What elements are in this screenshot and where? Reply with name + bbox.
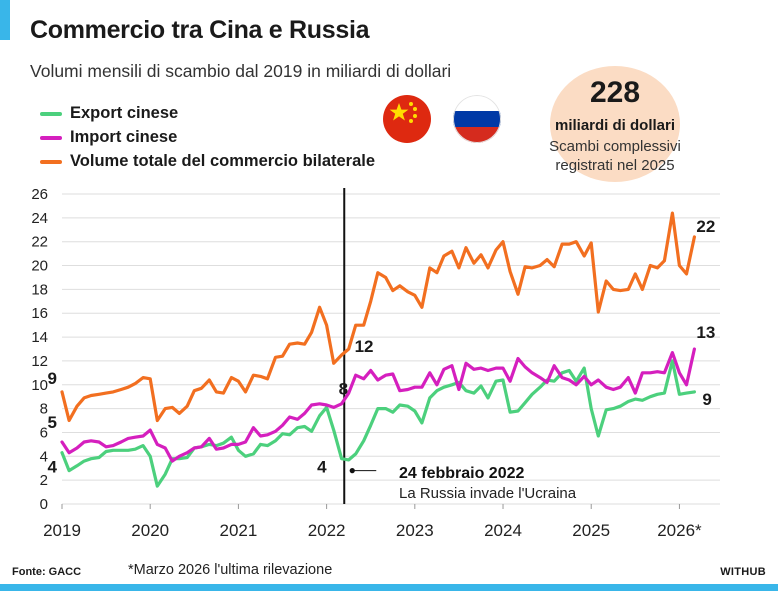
legend-swatch-import (40, 136, 62, 140)
y-tick-label-10: 10 (31, 377, 48, 394)
x-tick-label-2026: 2026* (657, 521, 702, 540)
legend-item-total: Volume totale del commercio bilaterale (40, 150, 375, 174)
legend-swatch-total (40, 160, 62, 164)
data-label-3: 12 (355, 337, 374, 356)
data-label-8: 9 (702, 390, 711, 409)
legend-item-export: Export cinese (40, 102, 375, 126)
total-value: 228 (589, 76, 641, 109)
footnote: *Marzo 2026 l'ultima rilevazione (128, 562, 333, 578)
data-label-4: 8 (339, 379, 348, 398)
series-line-0 (60, 359, 696, 488)
x-tick-label-2019: 2019 (43, 521, 81, 540)
y-tick-label-0: 0 (40, 496, 48, 513)
y-tick-label-20: 20 (31, 258, 48, 275)
x-tick-label-2022: 2022 (308, 521, 346, 540)
brand-logo: WITHUB (720, 566, 766, 578)
data-label-7: 13 (696, 323, 715, 342)
china-flag-icon (383, 95, 431, 143)
legend-label-total: Volume totale del commercio bilaterale (70, 152, 376, 170)
total-unit: miliardi di dollari (554, 117, 676, 134)
y-tick-label-8: 8 (40, 401, 48, 418)
x-tick-label-2023: 2023 (396, 521, 434, 540)
y-tick-label-14: 14 (31, 329, 48, 346)
data-label-1: 5 (48, 413, 57, 432)
russia-flag-icon (453, 95, 501, 143)
legend-label-import: Import cinese (70, 128, 178, 146)
y-tick-label-6: 6 (40, 424, 48, 441)
y-tick-label-24: 24 (31, 210, 48, 227)
data-label-0: 9 (48, 369, 57, 388)
y-tick-label-12: 12 (31, 353, 48, 370)
x-tick-label-2020: 2020 (131, 521, 169, 540)
legend-item-import: Import cinese (40, 126, 375, 150)
bottom-accent-bar (0, 584, 778, 591)
x-tick-label-2021: 2021 (219, 521, 257, 540)
y-tick-label-26: 26 (31, 186, 48, 203)
y-tick-label-2: 2 (40, 472, 48, 489)
data-label-5: 4 (317, 458, 327, 477)
total-badge (550, 66, 680, 182)
y-tick-label-18: 18 (31, 281, 48, 298)
subtitle: Volumi mensili di scambio dal 2019 in mi… (30, 61, 452, 81)
data-label-2: 4 (48, 458, 58, 477)
data-label-6: 22 (696, 217, 715, 236)
series-line-2 (60, 211, 696, 423)
y-tick-label-4: 4 (40, 448, 48, 465)
x-tick-label-2025: 2025 (572, 521, 610, 540)
total-description: Scambi complessivi registrati nel 2025 (549, 138, 681, 174)
legend-label-export: Export cinese (70, 104, 179, 122)
page-title: Commercio tra Cina e Russia (30, 16, 370, 44)
event-description: La Russia invade l'Ucraina (399, 485, 577, 502)
source-label: Fonte: GACC (12, 566, 82, 578)
legend: Export cinese Import cinese Volume total… (40, 102, 375, 174)
x-tick-label-2024: 2024 (484, 521, 522, 540)
y-tick-label-22: 22 (31, 234, 48, 251)
accent-bar (0, 0, 10, 40)
legend-swatch-export (40, 112, 62, 116)
series-line-1 (60, 347, 696, 463)
y-tick-label-16: 16 (31, 305, 48, 322)
event-label: 24 febbraio 2022 (399, 465, 525, 482)
